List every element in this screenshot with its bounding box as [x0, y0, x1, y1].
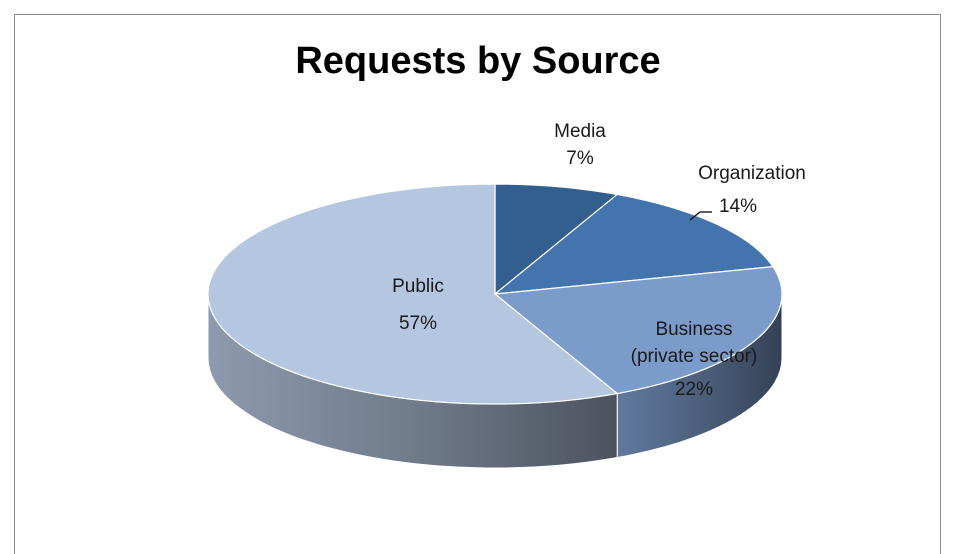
organization-slice [493, 193, 775, 295]
organization-leader-line [689, 211, 712, 221]
business-name-label-line2: (private sector) [631, 346, 758, 367]
pie-slices [207, 183, 783, 405]
organization-percent-label: 14% [719, 196, 757, 217]
media-percent-label: 7% [566, 148, 594, 169]
organization-name-label: Organization [698, 163, 806, 184]
public-percent-label: 57% [399, 313, 437, 334]
public-name-label: Public [392, 276, 444, 297]
media-name-label: Media [554, 121, 606, 142]
business-percent-label: 22% [675, 379, 713, 400]
media-slice [494, 183, 619, 296]
public-slice [207, 183, 619, 405]
chart-title: Requests by Source [295, 40, 661, 82]
business-name-label: Business [655, 319, 732, 340]
business-private-sector-slice [493, 266, 783, 395]
